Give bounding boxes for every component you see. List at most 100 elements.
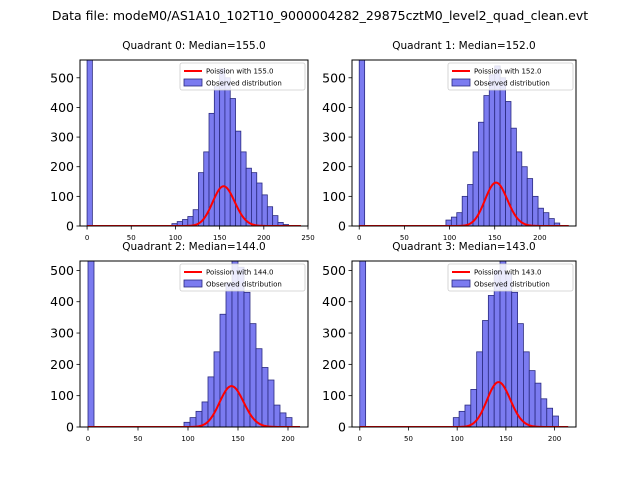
legend-box — [447, 263, 574, 292]
legend-label-fit: Poission with 144.0 — [206, 269, 274, 277]
legend-box — [447, 62, 574, 91]
histogram-bar — [272, 215, 279, 226]
histogram-bar — [198, 172, 205, 226]
x-tick-label: 200 — [281, 435, 294, 443]
histogram-bar — [225, 282, 233, 427]
histogram-bar — [483, 95, 490, 226]
y-tick-label: 400 — [322, 294, 346, 309]
quadrant-2-chart: 0 50 100 150 200 0 100 200 300 400 500 Quadrant 2: … — [50, 241, 309, 443]
histogram-bar — [540, 398, 548, 427]
legend-label-observed: Observed distribution — [206, 80, 282, 88]
subplot-title: Quadrant 3: Median=143.0 — [392, 241, 535, 253]
histogram-bar — [458, 410, 466, 427]
histogram-bar — [548, 218, 555, 226]
x-tick-label: 50 — [404, 435, 413, 443]
axes-frame — [351, 59, 577, 227]
histogram-bar — [461, 195, 469, 226]
histogram-bar — [251, 172, 258, 226]
x-tick-label: 150 — [499, 435, 512, 443]
legend-bar-swatch — [451, 279, 471, 288]
histogram-bar — [532, 195, 539, 226]
y-tick-label: 200 — [322, 357, 346, 372]
histogram-bar — [515, 151, 523, 226]
x-tick-label: 150 — [488, 234, 501, 242]
quadrant-3-chart: 0 50 100 150 200 0 100 200 300 400 500 Quadrant 3: … — [322, 241, 577, 443]
y-tick-label: 500 — [322, 263, 346, 278]
histogram-bar — [488, 74, 496, 226]
histogram-bar — [452, 417, 460, 427]
legend-label-observed: Observed distribution — [474, 281, 550, 289]
histogram-bar — [534, 382, 542, 427]
histogram-bar — [86, 60, 93, 226]
legend-box — [179, 62, 306, 91]
y-tick-label: 300 — [50, 130, 74, 145]
subplot-title: Quadrant 2: Median=144.0 — [122, 241, 265, 253]
x-tick-label: 50 — [127, 234, 136, 242]
y-tick-label: 0 — [66, 420, 74, 435]
y-tick-label: 100 — [322, 388, 346, 403]
histogram-bar — [487, 295, 495, 427]
x-tick-label: 100 — [450, 435, 463, 443]
y-tick-label: 200 — [50, 357, 74, 372]
x-tick-label: 150 — [213, 234, 226, 242]
histogram-bar — [359, 261, 367, 427]
histogram-bar — [219, 313, 227, 427]
histogram-bar — [523, 351, 530, 427]
histogram-bar — [517, 323, 524, 427]
x-tick-label: 100 — [169, 234, 182, 242]
x-tick-label: 200 — [533, 234, 546, 242]
histogram-bar — [553, 222, 561, 226]
y-tick-label: 400 — [50, 294, 74, 309]
axes-frame — [351, 260, 577, 428]
legend-label-fit: Poission with 143.0 — [474, 269, 542, 277]
y-tick-label: 200 — [50, 159, 74, 174]
y-tick-label: 400 — [50, 100, 74, 115]
y-tick-label: 100 — [50, 388, 74, 403]
legend-bar-swatch — [183, 279, 203, 288]
y-tick-label: 300 — [322, 130, 346, 145]
bar-series — [87, 261, 293, 427]
x-tick-label: 0 — [86, 435, 90, 443]
quadrant-1-chart: 0 50 100 150 200 0 100 200 300 400 500 Quadrant 1: … — [322, 40, 577, 242]
y-tick-label: 300 — [322, 326, 346, 341]
legend-label-observed: Observed distribution — [206, 281, 282, 289]
histogram-bar — [87, 261, 95, 427]
y-tick-label: 300 — [50, 326, 74, 341]
legend-bar-swatch — [451, 78, 471, 87]
x-tick-label: 200 — [548, 435, 561, 443]
histogram-bar — [245, 167, 252, 226]
histogram-bar — [546, 407, 554, 427]
histogram-bar — [450, 216, 458, 226]
x-tick-label: 100 — [181, 435, 194, 443]
histogram-bar — [499, 77, 506, 226]
histogram-bar — [195, 410, 203, 427]
histogram-bar — [521, 166, 528, 226]
legend-label-observed: Observed distribution — [474, 80, 550, 88]
x-tick-label: 100 — [443, 234, 456, 242]
legend-label-fit: Poission with 152.0 — [474, 68, 542, 76]
histogram-bar — [219, 68, 226, 226]
y-tick-label: 0 — [66, 219, 74, 234]
histogram-bar — [249, 323, 257, 427]
histogram-bar — [526, 178, 534, 226]
legend-box — [179, 263, 306, 292]
bar-series — [358, 60, 561, 226]
histogram-bar — [266, 206, 274, 226]
subplot-title: Quadrant 1: Median=152.0 — [392, 40, 535, 52]
x-tick-label: 0 — [85, 234, 89, 242]
y-tick-label: 0 — [338, 219, 346, 234]
x-tick-label: 0 — [357, 234, 361, 242]
histogram-bar — [261, 367, 269, 427]
y-tick-label: 500 — [50, 263, 74, 278]
x-tick-label: 50 — [400, 234, 409, 242]
axes-frame — [79, 59, 309, 227]
histogram-bar — [224, 77, 231, 226]
legend-bar-swatch — [183, 78, 203, 87]
histogram-bar — [261, 194, 268, 226]
y-tick-label: 500 — [50, 70, 74, 85]
histogram-bar — [505, 273, 513, 427]
axes-frame — [79, 260, 309, 428]
y-tick-label: 200 — [322, 159, 346, 174]
histogram-bar — [464, 404, 472, 427]
histogram-bar — [456, 212, 463, 226]
